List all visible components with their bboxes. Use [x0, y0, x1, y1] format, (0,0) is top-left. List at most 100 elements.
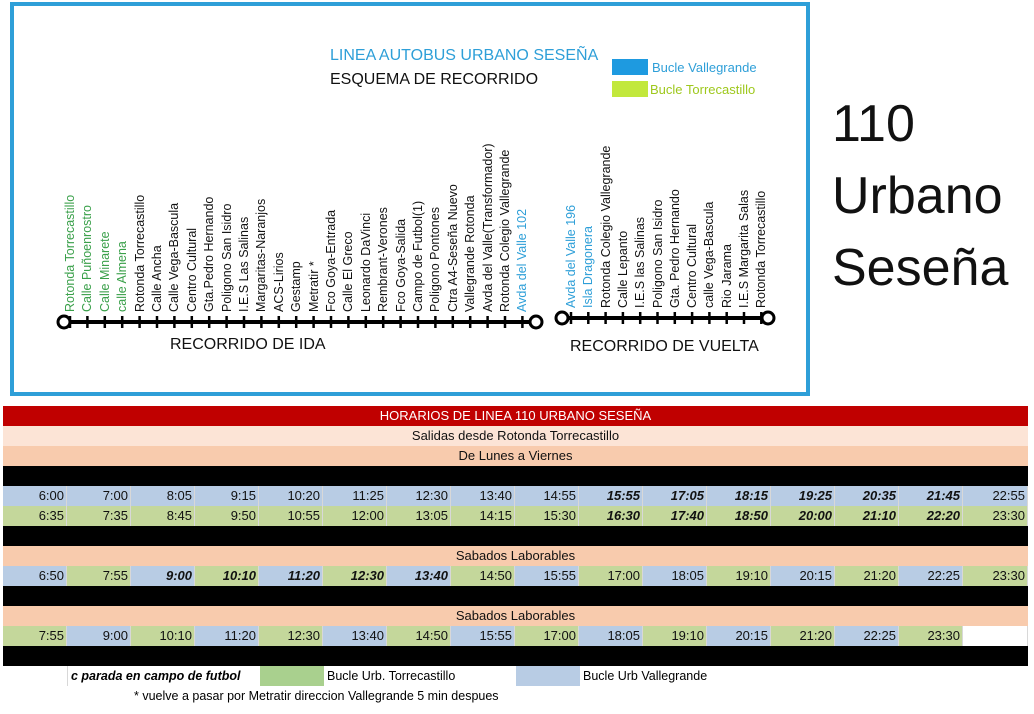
stop-label: Avda del Valle(Transformador) [480, 143, 495, 312]
time-cell: 22:20 [899, 506, 963, 526]
time-cell: 18:05 [579, 626, 643, 646]
stop-label: Calle Vega-Bascula [167, 202, 182, 312]
separator-bar [3, 586, 1028, 606]
stop-label: Rotonda Torrecastillo [754, 190, 769, 308]
time-cell: 22:25 [835, 626, 899, 646]
line-number: 110 [832, 95, 915, 153]
stop-label: Fco Goya-Salida [393, 218, 408, 312]
time-cell: 10:10 [131, 626, 195, 646]
time-cell: 21:45 [899, 486, 963, 506]
metratir-note: * vuelve a pasar por Metratir direccion … [134, 689, 499, 703]
blank-cell [3, 686, 131, 706]
futbol-note: c parada en campo de futbol [71, 669, 241, 683]
stop-label: Metratir * [306, 261, 321, 312]
stop-label: Poligono San Isidro [219, 203, 234, 312]
stop-label: Poligono Pontones [428, 207, 443, 312]
stop-label: Vallegrande Rotonda [463, 195, 478, 312]
line-title: LINEA AUTOBUS URBANO SESEÑA [330, 47, 599, 64]
time-cell: 23:30 [963, 566, 1028, 586]
time-cell [963, 626, 1028, 646]
stop-label: Rotonda Colegio Vallegrande [598, 145, 613, 308]
stop-label: Avda del Valle 196 [564, 204, 578, 308]
time-cell: 12:00 [323, 506, 387, 526]
stop-label: Gta. Pedro Hernando [667, 189, 682, 308]
vallegrande-legend: Bucle Urb Vallegrande [583, 669, 708, 683]
time-cell: 16:30 [579, 506, 643, 526]
salidas-label: Salidas desde Rotonda Torrecastillo [3, 426, 1028, 446]
stop-label: Calle Lepanto [615, 230, 630, 308]
time-cell: 13:05 [387, 506, 451, 526]
stop-label: Ctra A4-Seseña Nuevo [445, 184, 460, 312]
time-cell: 14:50 [387, 626, 451, 646]
time-cell: 15:30 [515, 506, 579, 526]
saturday-row-1: 6:50 7:55 9:00 10:10 11:20 12:30 13:40 14:50 15:… [3, 566, 1028, 586]
time-cell: 10:10 [195, 566, 259, 586]
route-map: LINEA AUTOBUS URBANO SESEÑA ESQUEMA DE R… [10, 2, 810, 396]
time-cell: 8:45 [131, 506, 195, 526]
time-cell: 6:35 [3, 506, 67, 526]
time-cell: 20:15 [771, 566, 835, 586]
time-cell: 13:40 [451, 486, 515, 506]
vuelta-label: RECORRIDO DE VUELTA [570, 338, 759, 355]
stop-label: Rotonda Colegio Vallegrande [498, 149, 512, 312]
note-row: * vuelve a pasar por Metratir direccion … [3, 686, 1028, 706]
stop-label: I.E.S las Salinas [633, 216, 648, 308]
stop-label: Rotonda Torrecastillo [63, 194, 77, 312]
big-heading: 110 Urbano Seseña [832, 88, 1008, 304]
stop-label: Gta.Pedro Hernando [202, 196, 217, 312]
stop-label: calle Almena [115, 241, 130, 312]
time-cell: 14:55 [515, 486, 579, 506]
time-cell: 14:50 [451, 566, 515, 586]
time-cell: 23:30 [963, 506, 1028, 526]
legend-label-vallegrande: Bucle Vallegrande [652, 60, 757, 75]
torrecastillo-legend: Bucle Urb. Torrecastillo [327, 669, 456, 683]
time-cell: 20:00 [771, 506, 835, 526]
stop-label: Margaritas-Naranjos [254, 198, 269, 312]
time-cell: 21:20 [835, 566, 899, 586]
weekday-row-1: 6:00 7:00 8:05 9:15 10:20 11:25 12:30 13:40 14:5… [3, 486, 1028, 506]
time-cell: 6:00 [3, 486, 67, 506]
time-cell: 13:40 [387, 566, 451, 586]
time-cell: 10:55 [259, 506, 323, 526]
time-cell: 9:50 [195, 506, 259, 526]
saturday-label-2: Sabados Laborables [3, 606, 1028, 626]
schedule-title: HORARIOS DE LINEA 110 URBANO SESEÑA [3, 406, 1028, 426]
time-cell: 12:30 [323, 566, 387, 586]
time-cell: 20:15 [707, 626, 771, 646]
time-cell: 18:05 [643, 566, 707, 586]
time-cell: 17:00 [579, 566, 643, 586]
time-cell: 17:00 [515, 626, 579, 646]
saturday-row-2: 7:55 9:00 10:10 11:20 12:30 13:40 14:50 15:55 17… [3, 626, 1028, 646]
heading-line-1: Urbano [832, 167, 1003, 225]
time-cell: 21:10 [835, 506, 899, 526]
legend-label-torrecastillo: Bucle Torrecastillo [650, 82, 756, 97]
time-cell: 15:55 [515, 566, 579, 586]
time-cell: 19:25 [771, 486, 835, 506]
legend-swatch-vallegrande [612, 59, 648, 75]
time-cell: 10:20 [259, 486, 323, 506]
saturday-label-1: Sabados Laborables [3, 546, 1028, 566]
time-cell: 12:30 [387, 486, 451, 506]
stop-label: Isla Dragonera [581, 226, 596, 308]
stop-label: Fco Goya-Entrada [324, 209, 338, 312]
weekdays-label: De Lunes a Viernes [3, 446, 1028, 466]
time-cell: 21:20 [771, 626, 835, 646]
time-cell: 8:05 [131, 486, 195, 506]
time-cell: 14:15 [451, 506, 515, 526]
time-cell: 22:25 [899, 566, 963, 586]
time-cell: 7:00 [67, 486, 131, 506]
time-cell: 9:00 [131, 566, 195, 586]
time-cell: 23:30 [899, 626, 963, 646]
stop-label: I.E.S Margarita Salas [737, 189, 751, 308]
legend-swatch-torrecastillo [612, 81, 648, 97]
time-cell: 15:55 [451, 626, 515, 646]
weekday-row-2: 6:35 7:35 8:45 9:50 10:55 12:00 13:05 14:15 15:3… [3, 506, 1028, 526]
blank-cell [3, 666, 68, 686]
stop-label: Calle Minarete [97, 231, 112, 312]
stop-label: I.E.S Las Salinas [237, 216, 251, 312]
time-cell: 18:50 [707, 506, 771, 526]
stop-label: Rotonda Torrecastillo [132, 194, 147, 312]
heading-line-2: Seseña [832, 239, 1009, 297]
stop-label: Calle Ancha [150, 245, 164, 312]
time-cell: 13:40 [323, 626, 387, 646]
